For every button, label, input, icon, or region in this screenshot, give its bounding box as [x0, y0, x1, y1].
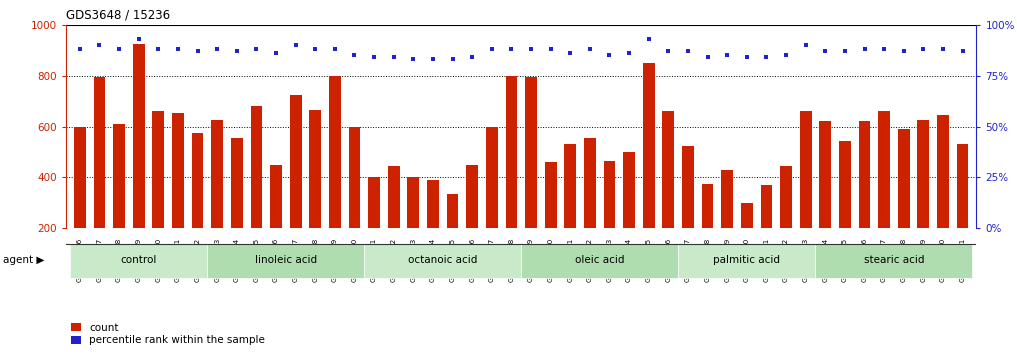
Bar — [408, 177, 419, 279]
Text: control: control — [120, 255, 157, 266]
Bar — [364, 244, 521, 278]
Bar — [387, 166, 400, 279]
Bar — [702, 184, 714, 279]
Bar — [937, 115, 949, 279]
Bar — [898, 129, 909, 279]
Bar — [328, 76, 341, 279]
Bar — [133, 44, 144, 279]
Bar — [191, 133, 203, 279]
Bar — [466, 165, 478, 279]
Bar — [74, 127, 85, 279]
Bar — [309, 110, 321, 279]
Text: octanoic acid: octanoic acid — [408, 255, 477, 266]
Bar — [761, 185, 772, 279]
Bar — [643, 63, 655, 279]
Bar — [446, 194, 459, 279]
Bar — [172, 113, 184, 279]
Bar — [820, 121, 831, 279]
Bar — [231, 138, 243, 279]
Bar — [545, 162, 556, 279]
Bar — [290, 95, 301, 279]
Bar — [521, 244, 678, 278]
Bar — [212, 120, 223, 279]
Text: palmitic acid: palmitic acid — [713, 255, 780, 266]
Text: stearic acid: stearic acid — [863, 255, 924, 266]
Text: oleic acid: oleic acid — [575, 255, 624, 266]
Bar — [207, 244, 364, 278]
Bar — [799, 111, 812, 279]
Bar — [816, 244, 972, 278]
Bar — [94, 77, 106, 279]
Text: agent ▶: agent ▶ — [3, 255, 45, 265]
Bar — [682, 145, 694, 279]
Legend: count, percentile rank within the sample: count, percentile rank within the sample — [71, 322, 264, 345]
Bar — [250, 106, 262, 279]
Text: linoleic acid: linoleic acid — [254, 255, 317, 266]
Bar — [839, 141, 851, 279]
Bar — [113, 124, 125, 279]
Bar — [780, 166, 792, 279]
Bar — [564, 144, 577, 279]
Bar — [349, 127, 360, 279]
Bar — [525, 77, 537, 279]
Bar — [957, 144, 968, 279]
Bar — [662, 111, 674, 279]
Bar — [271, 165, 282, 279]
Bar — [678, 244, 816, 278]
Bar — [721, 170, 733, 279]
Bar — [427, 180, 438, 279]
Bar — [584, 138, 596, 279]
Text: GDS3648 / 15236: GDS3648 / 15236 — [66, 9, 170, 22]
Bar — [368, 177, 380, 279]
Bar — [879, 111, 890, 279]
Bar — [604, 161, 615, 279]
Bar — [858, 121, 871, 279]
Bar — [505, 76, 518, 279]
Bar — [741, 203, 753, 279]
Bar — [917, 120, 930, 279]
Bar — [486, 127, 497, 279]
Bar — [153, 111, 164, 279]
Bar — [623, 152, 635, 279]
Bar — [70, 244, 207, 278]
